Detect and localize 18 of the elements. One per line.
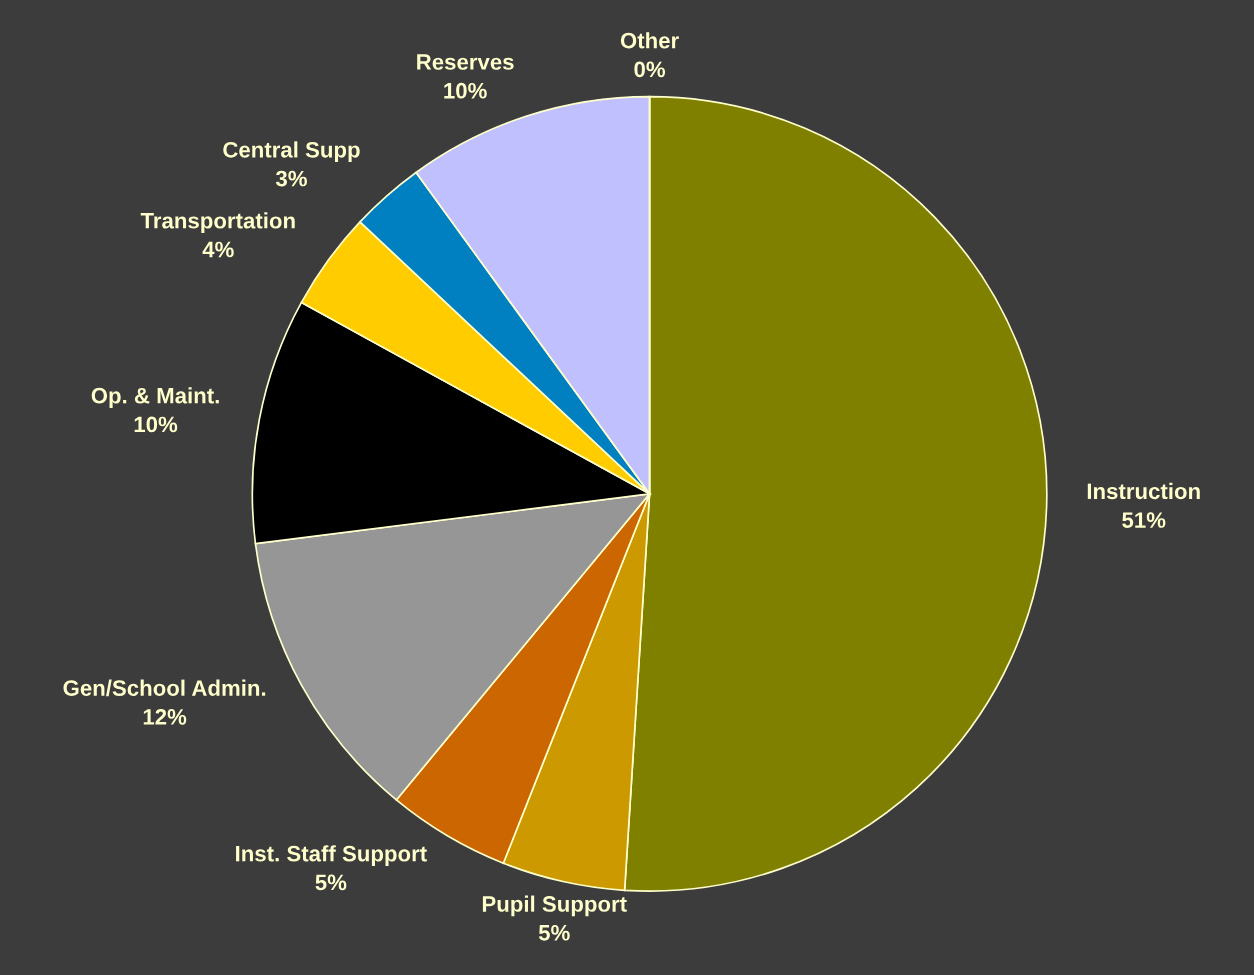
slice-label: Instruction [1087,482,1200,500]
slice-label: Central Supp [223,141,360,163]
data-label: 5% [315,874,347,891]
data-label: 3% [275,170,307,187]
slice-label: Inst. Staff Support [236,845,427,866]
data-label: 12% [143,708,187,725]
slice-label: Transportation [140,212,295,233]
data-label: 4% [202,241,234,258]
slice-label: Op. & Maint. [91,387,219,408]
data-label: 51% [1122,512,1166,528]
data-label: 5% [538,924,570,941]
slice-label: Reserves [417,54,514,70]
slice-label: Gen/School Admin. [63,679,266,697]
data-label: 10% [134,416,178,433]
data-label: 10% [444,82,487,99]
category-label: Other [620,32,679,49]
text: 0% [634,61,666,78]
slice-label: Pupil Support [482,895,627,917]
